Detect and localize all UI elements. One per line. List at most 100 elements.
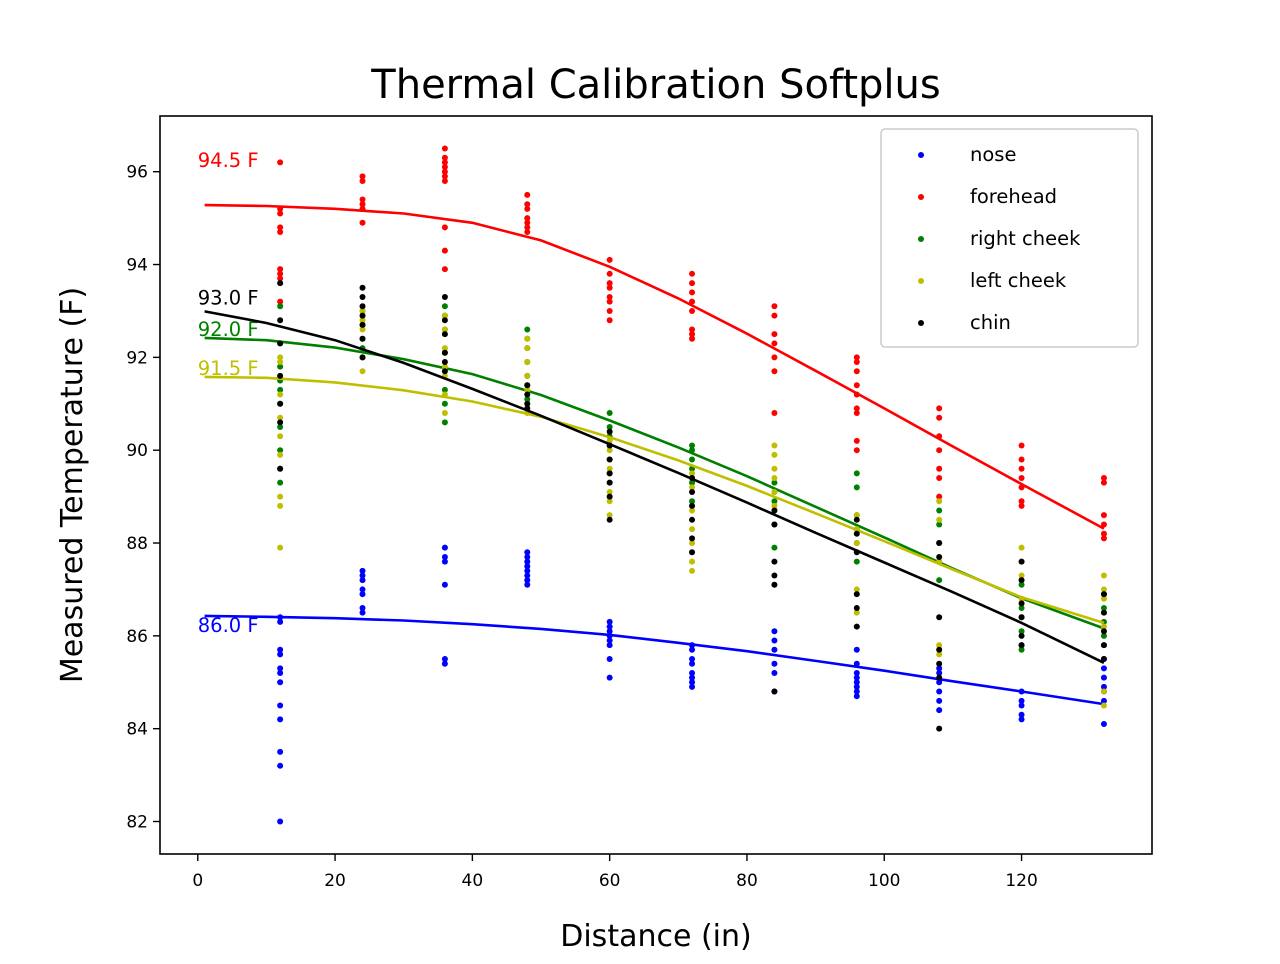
data-point [524, 391, 531, 398]
data-point [1018, 614, 1025, 621]
data-point [524, 396, 531, 403]
data-point [771, 581, 778, 588]
data-point [606, 256, 613, 263]
y-tick-label: 82 [126, 813, 148, 833]
data-point [1100, 628, 1107, 635]
data-point [277, 359, 284, 365]
data-point [853, 354, 860, 361]
data-point [1018, 605, 1025, 611]
data-point [277, 465, 284, 472]
y-tick-label: 84 [126, 720, 148, 740]
data-point [1100, 586, 1107, 593]
y-tick-label: 94 [126, 256, 148, 276]
data-point [524, 372, 531, 379]
data-point [441, 345, 448, 352]
data-point [277, 270, 284, 277]
data-point [441, 359, 448, 365]
data-point [1018, 558, 1025, 565]
data-point [524, 335, 531, 342]
data-point [359, 586, 366, 593]
data-point [1100, 535, 1107, 542]
data-point [1100, 530, 1107, 537]
data-point [771, 669, 778, 676]
legend-box [880, 128, 1139, 348]
data-point [277, 400, 284, 407]
data-point [359, 591, 366, 598]
data-point [524, 577, 531, 584]
data-point [359, 326, 366, 333]
data-point [771, 521, 778, 528]
data-point [277, 502, 284, 509]
data-point [524, 326, 531, 333]
x-tick-label: 60 [599, 871, 621, 891]
data-point [441, 400, 448, 407]
y-tick-label: 90 [126, 441, 148, 461]
data-point [441, 164, 448, 171]
data-point [277, 391, 284, 398]
data-point [689, 331, 696, 338]
data-point [936, 507, 943, 514]
data-point [606, 447, 613, 454]
data-point [1018, 646, 1025, 653]
x-tick-label: 20 [324, 871, 346, 891]
data-point [277, 665, 284, 672]
data-point [1018, 442, 1025, 449]
data-point [771, 646, 778, 653]
data-point [606, 423, 613, 430]
data-point [606, 623, 613, 630]
data-point [441, 660, 448, 667]
fit-label-left-cheek: 91.5 F [198, 357, 259, 380]
data-point [853, 693, 860, 700]
data-point [1018, 716, 1025, 723]
data-point [277, 669, 284, 676]
data-point [359, 307, 366, 314]
data-point [936, 516, 943, 523]
y-tick-label: 92 [126, 348, 148, 368]
data-point [606, 307, 613, 314]
data-point [771, 488, 778, 495]
data-point [689, 656, 696, 663]
legend-label: left cheek [970, 269, 1067, 292]
data-point [606, 618, 613, 625]
data-point [853, 437, 860, 444]
data-point [1018, 456, 1025, 463]
data-point [689, 484, 696, 491]
data-point [277, 280, 284, 287]
data-point [606, 284, 613, 291]
data-point [689, 558, 696, 565]
data-point [441, 419, 448, 426]
data-point [1100, 632, 1107, 639]
data-point [771, 637, 778, 644]
data-point [359, 201, 366, 208]
legend-label: forehead [970, 185, 1057, 208]
data-point [441, 294, 448, 301]
x-axis: 0 20 40 60 80 100 120 [192, 854, 1038, 891]
data-point [936, 521, 943, 528]
data-point [1100, 605, 1107, 611]
data-point [441, 312, 448, 319]
data-point [936, 707, 943, 714]
data-point [771, 354, 778, 361]
data-point [853, 646, 860, 653]
data-point [277, 618, 284, 625]
data-point [771, 331, 778, 338]
data-point [277, 651, 284, 658]
y-axis-label: Measured Temperature (F) [55, 287, 90, 683]
data-point [277, 363, 284, 370]
data-point [1100, 572, 1107, 579]
data-point [441, 581, 448, 588]
series-chin: 93.0 F [198, 280, 1107, 732]
data-point [689, 674, 696, 681]
data-point [606, 637, 613, 644]
data-point [524, 553, 531, 560]
data-point [524, 400, 531, 407]
data-point [689, 549, 696, 556]
data-point [441, 553, 448, 560]
data-point [936, 447, 943, 454]
data-point [606, 465, 613, 472]
data-point [277, 423, 284, 430]
data-point [359, 173, 366, 180]
data-point [277, 298, 284, 305]
data-point [606, 656, 613, 663]
fit-label-chin: 93.0 F [198, 286, 259, 309]
